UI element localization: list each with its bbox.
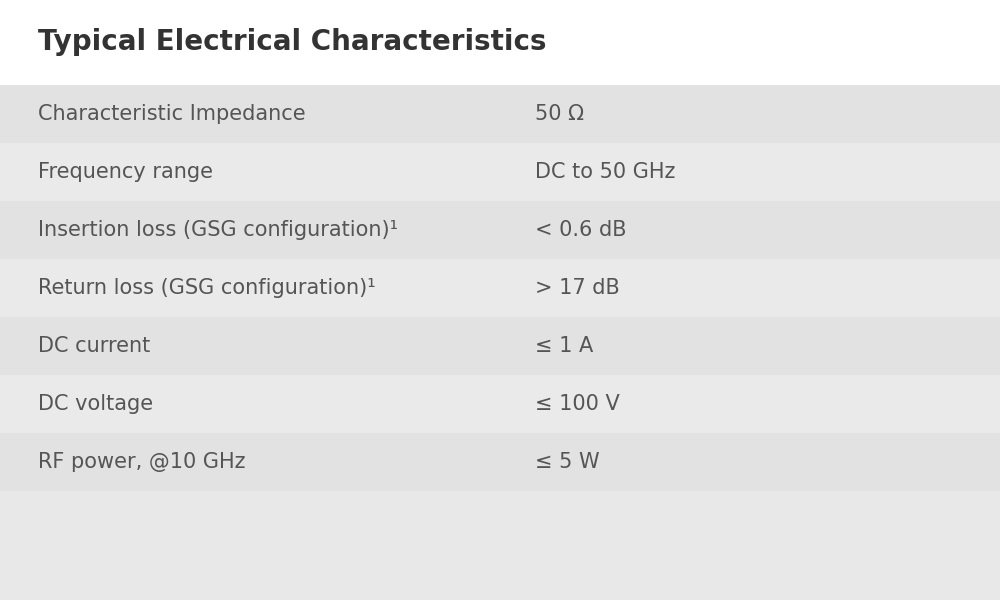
Text: > 17 dB: > 17 dB	[535, 278, 620, 298]
Text: DC to 50 GHz: DC to 50 GHz	[535, 162, 675, 182]
Text: Return loss (GSG configuration)¹: Return loss (GSG configuration)¹	[38, 278, 376, 298]
Bar	[0, 143, 1000, 201]
Text: < 0.6 dB: < 0.6 dB	[535, 220, 626, 240]
Text: ≤ 1 A: ≤ 1 A	[535, 336, 593, 356]
Bar	[0, 201, 1000, 259]
Text: ≤ 5 W: ≤ 5 W	[535, 452, 600, 472]
Bar	[0, 375, 1000, 433]
Bar	[0, 317, 1000, 375]
Text: RF power, @10 GHz: RF power, @10 GHz	[38, 452, 246, 472]
Text: Frequency range: Frequency range	[38, 162, 213, 182]
Bar	[0, 433, 1000, 491]
Text: Insertion loss (GSG configuration)¹: Insertion loss (GSG configuration)¹	[38, 220, 398, 240]
Text: Characteristic Impedance: Characteristic Impedance	[38, 104, 306, 124]
Text: DC current: DC current	[38, 336, 150, 356]
Text: Typical Electrical Characteristics: Typical Electrical Characteristics	[38, 28, 546, 56]
Bar	[0, 85, 1000, 143]
Bar	[0, 0, 1000, 85]
Bar	[0, 491, 1000, 600]
Text: DC voltage: DC voltage	[38, 394, 153, 414]
Text: 50 Ω: 50 Ω	[535, 104, 584, 124]
Bar	[0, 259, 1000, 317]
Text: ≤ 100 V: ≤ 100 V	[535, 394, 620, 414]
